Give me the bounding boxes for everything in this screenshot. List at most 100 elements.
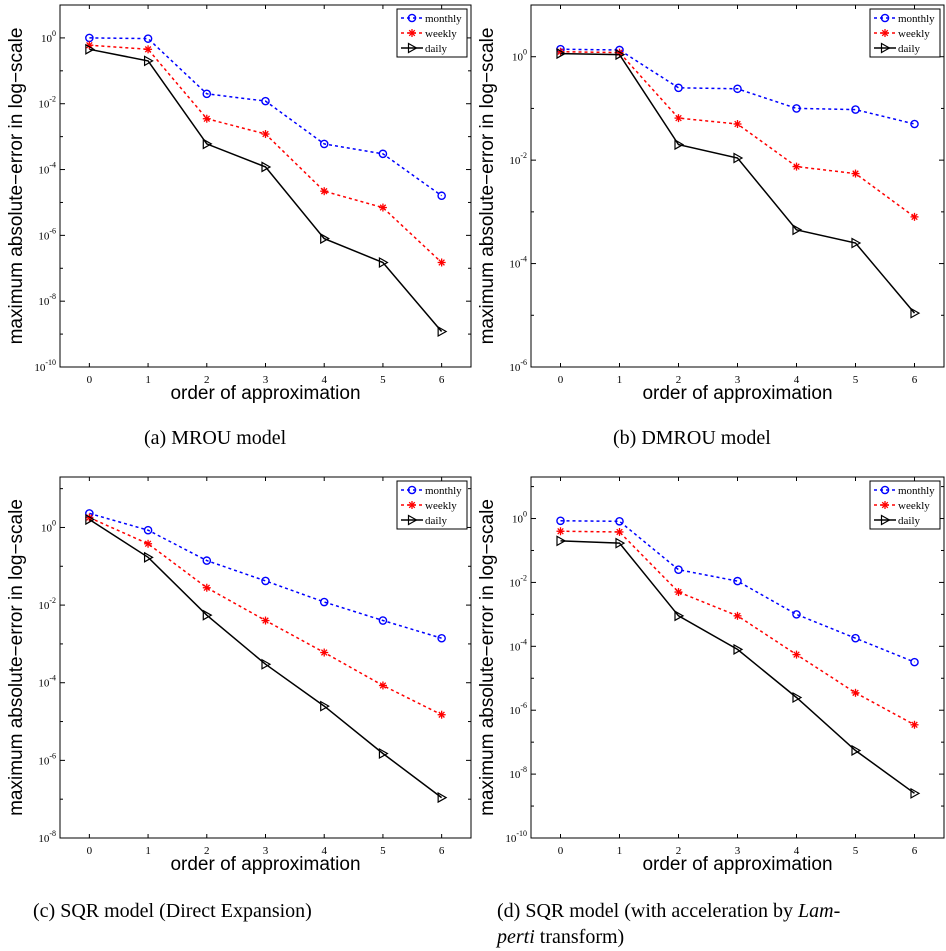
data-point	[881, 29, 889, 37]
y-tick-label: 100	[41, 518, 56, 534]
x-tick-label: 1	[145, 845, 151, 857]
y-tick-label: 10-8	[38, 829, 56, 845]
series-daily	[85, 43, 448, 338]
data-point	[378, 681, 387, 690]
data-point	[674, 83, 683, 93]
y-axis-label: maximum absolute−error in log−scale	[6, 499, 27, 816]
x-tick-label: 0	[558, 845, 564, 857]
data-point	[851, 688, 860, 697]
data-point-stroke	[144, 46, 152, 53]
data-point	[407, 485, 417, 495]
data-point	[261, 658, 272, 670]
y-tick-label: 100	[512, 48, 527, 64]
y-axis-label: maximum absolute−error in log−scale	[477, 499, 498, 816]
legend-entry-daily: daily	[898, 43, 920, 55]
x-tick-label: 0	[87, 845, 93, 857]
data-point	[615, 527, 624, 536]
x-tick-label: 4	[794, 845, 800, 857]
data-point	[792, 162, 801, 171]
y-tick-label: 10-2	[509, 573, 527, 589]
data-point	[378, 256, 389, 269]
data-point	[261, 616, 270, 625]
data-point	[851, 105, 860, 114]
data-point	[910, 720, 919, 729]
data-point	[851, 633, 860, 643]
chart-b: 0 1 2 3 4 5 6 10-6 10-4 10-2 100 order of approxima…	[477, 4, 945, 404]
caption-d: (d) SQR model (with acceleration by Lam-…	[497, 898, 937, 950]
series-monthly	[556, 44, 919, 129]
series-daily	[85, 514, 448, 804]
data-point	[437, 710, 446, 719]
y-tick-label: 10-4	[509, 637, 527, 653]
y-tick-label: 10-4	[38, 674, 56, 690]
data-point-stroke	[203, 584, 211, 591]
legend: monthly weekly daily	[396, 8, 468, 58]
data-point-stroke	[408, 501, 416, 509]
legend-entry-monthly: monthly	[425, 485, 462, 497]
data-point	[202, 114, 211, 123]
data-point	[437, 258, 446, 267]
data-point	[261, 161, 272, 173]
data-point-stroke	[911, 721, 918, 729]
caption-a: (a) MROU model	[144, 427, 287, 449]
data-point	[615, 49, 626, 61]
legend-entry-weekly: weekly	[425, 500, 457, 512]
data-point	[378, 149, 388, 159]
data-point-stroke	[262, 130, 269, 138]
series-line	[560, 520, 915, 663]
y-tick-label: 10-2	[509, 151, 527, 167]
x-tick-label: 6	[912, 374, 918, 386]
data-point	[408, 501, 416, 509]
data-point-stroke	[734, 612, 741, 620]
data-point	[202, 556, 212, 565]
data-point	[910, 119, 919, 129]
series-monthly	[556, 516, 919, 667]
x-tick-label: 4	[321, 845, 327, 857]
x-tick-label: 5	[380, 845, 386, 857]
data-point	[320, 700, 330, 712]
x-axis-label: order of approximation	[170, 383, 360, 404]
caption-d-part-4: transform)	[534, 926, 625, 948]
y-tick-label: 10-2	[38, 95, 56, 111]
data-point	[378, 203, 387, 212]
data-point	[437, 633, 446, 643]
y-tick-label: 10-2	[38, 596, 56, 612]
series-line	[88, 518, 443, 799]
data-point-stroke	[675, 588, 682, 596]
data-point	[674, 565, 683, 575]
x-tick-label: 5	[380, 374, 386, 386]
data-point	[733, 576, 742, 586]
data-point-stroke	[408, 29, 416, 37]
data-point	[910, 787, 921, 799]
x-tick-label: 1	[617, 374, 623, 386]
data-point	[319, 139, 329, 149]
data-point-stroke	[320, 187, 328, 195]
x-tick-label: 5	[853, 374, 859, 386]
caption-c: (c) SQR model (Direct Expansion)	[33, 900, 312, 922]
x-tick-label: 2	[676, 374, 682, 386]
y-tick-label: 10-10	[505, 829, 527, 845]
series-daily	[556, 48, 921, 319]
series-line	[560, 540, 915, 794]
data-point	[202, 89, 212, 99]
data-point	[407, 514, 418, 526]
series-line	[89, 48, 443, 332]
data-point	[143, 525, 153, 535]
x-tick-label: 6	[439, 845, 445, 857]
legend-entry-weekly: weekly	[898, 500, 930, 512]
series-line	[89, 512, 442, 639]
data-point	[792, 610, 801, 619]
data-point-stroke	[379, 682, 387, 689]
chart-a: 0 1 2 3 4 5 6 10-10 10-8 10-6 10-4 10-2 100 order of …	[6, 4, 472, 404]
caption-b: (b) DMROU model	[613, 427, 771, 449]
data-point	[202, 609, 213, 621]
x-axis-label: order of approximation	[170, 854, 360, 875]
data-point	[85, 43, 96, 55]
data-point	[261, 96, 270, 106]
data-point-stroke	[144, 540, 152, 548]
series-line	[89, 516, 442, 716]
caption-d-part-1: (d) SQR model (with acceleration by	[497, 900, 799, 922]
series-weekly	[85, 513, 446, 719]
data-point	[319, 597, 329, 607]
data-point	[407, 42, 418, 54]
